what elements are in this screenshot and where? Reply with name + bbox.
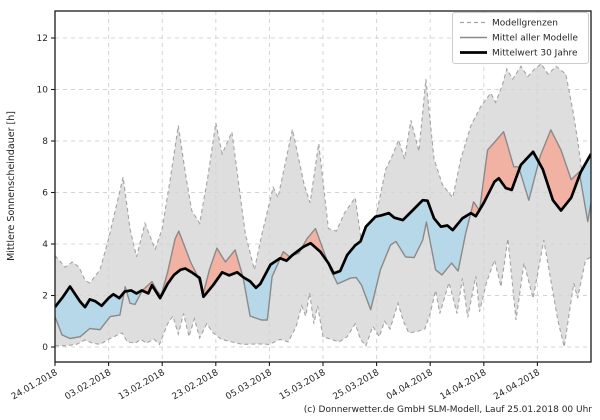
x-tick-label: 14.04.2018 [439,368,489,403]
y-tick-label-12: 12 [37,34,48,44]
below-normal-fill [126,290,143,305]
legend[interactable]: Modellgrenzen Mittel aller Modelle Mitte… [452,12,589,64]
x-tick-label: 15.03.2018 [278,368,328,403]
legend-label-mittelwert-30-jahre: Mittelwert 30 Jahre [492,49,578,59]
model-mean-line [55,129,591,340]
model-max-line [55,63,591,306]
above-normal-fill [142,232,198,299]
y-tick-label-6: 6 [42,189,48,199]
x-tick-label: 04.04.2018 [385,368,435,403]
x-tick-label: 23.02.2018 [171,368,221,403]
y-tick-label-0: 0 [42,343,48,353]
model-min-line [55,238,591,348]
axis-ticks [51,37,538,366]
copyright-footer: (c) Donnerwetter.de GmbH SLM-Modell, Lau… [304,405,593,415]
y-tick-label-8: 8 [42,137,48,147]
legend-label-modellgrenzen: Modellgrenzen [492,19,558,29]
below-normal-fill [327,200,471,309]
model-bounds-dashed-edges [55,63,591,348]
below-normal-fill [242,258,281,320]
below-normal-fill [55,286,125,339]
legend-box [452,12,589,64]
y-tick-label-2: 2 [42,292,48,302]
legend-label-mittel-aller-modelle: Mittel aller Modelle [492,34,578,44]
plot-border [54,10,592,363]
x-tick-label: 13.02.2018 [117,368,167,403]
mean-30-years-line [55,150,591,309]
series-lines [55,129,591,340]
y-axis-title: Mittlere Sonnenscheindauer [h] [6,111,17,261]
x-tick-label: 24.04.2018 [492,368,542,403]
y-tick-label-4: 4 [42,240,48,250]
y-tick-label-10: 10 [37,86,49,96]
above-normal-fill [538,131,580,211]
gridlines [54,11,591,362]
x-tick-label: 03.02.2018 [63,368,113,403]
x-tick-label: 25.03.2018 [331,368,381,403]
x-tick-label: 05.03.2018 [224,368,274,403]
below-normal-fill [519,151,539,201]
x-tick-label: 24.01.2018 [10,368,60,403]
